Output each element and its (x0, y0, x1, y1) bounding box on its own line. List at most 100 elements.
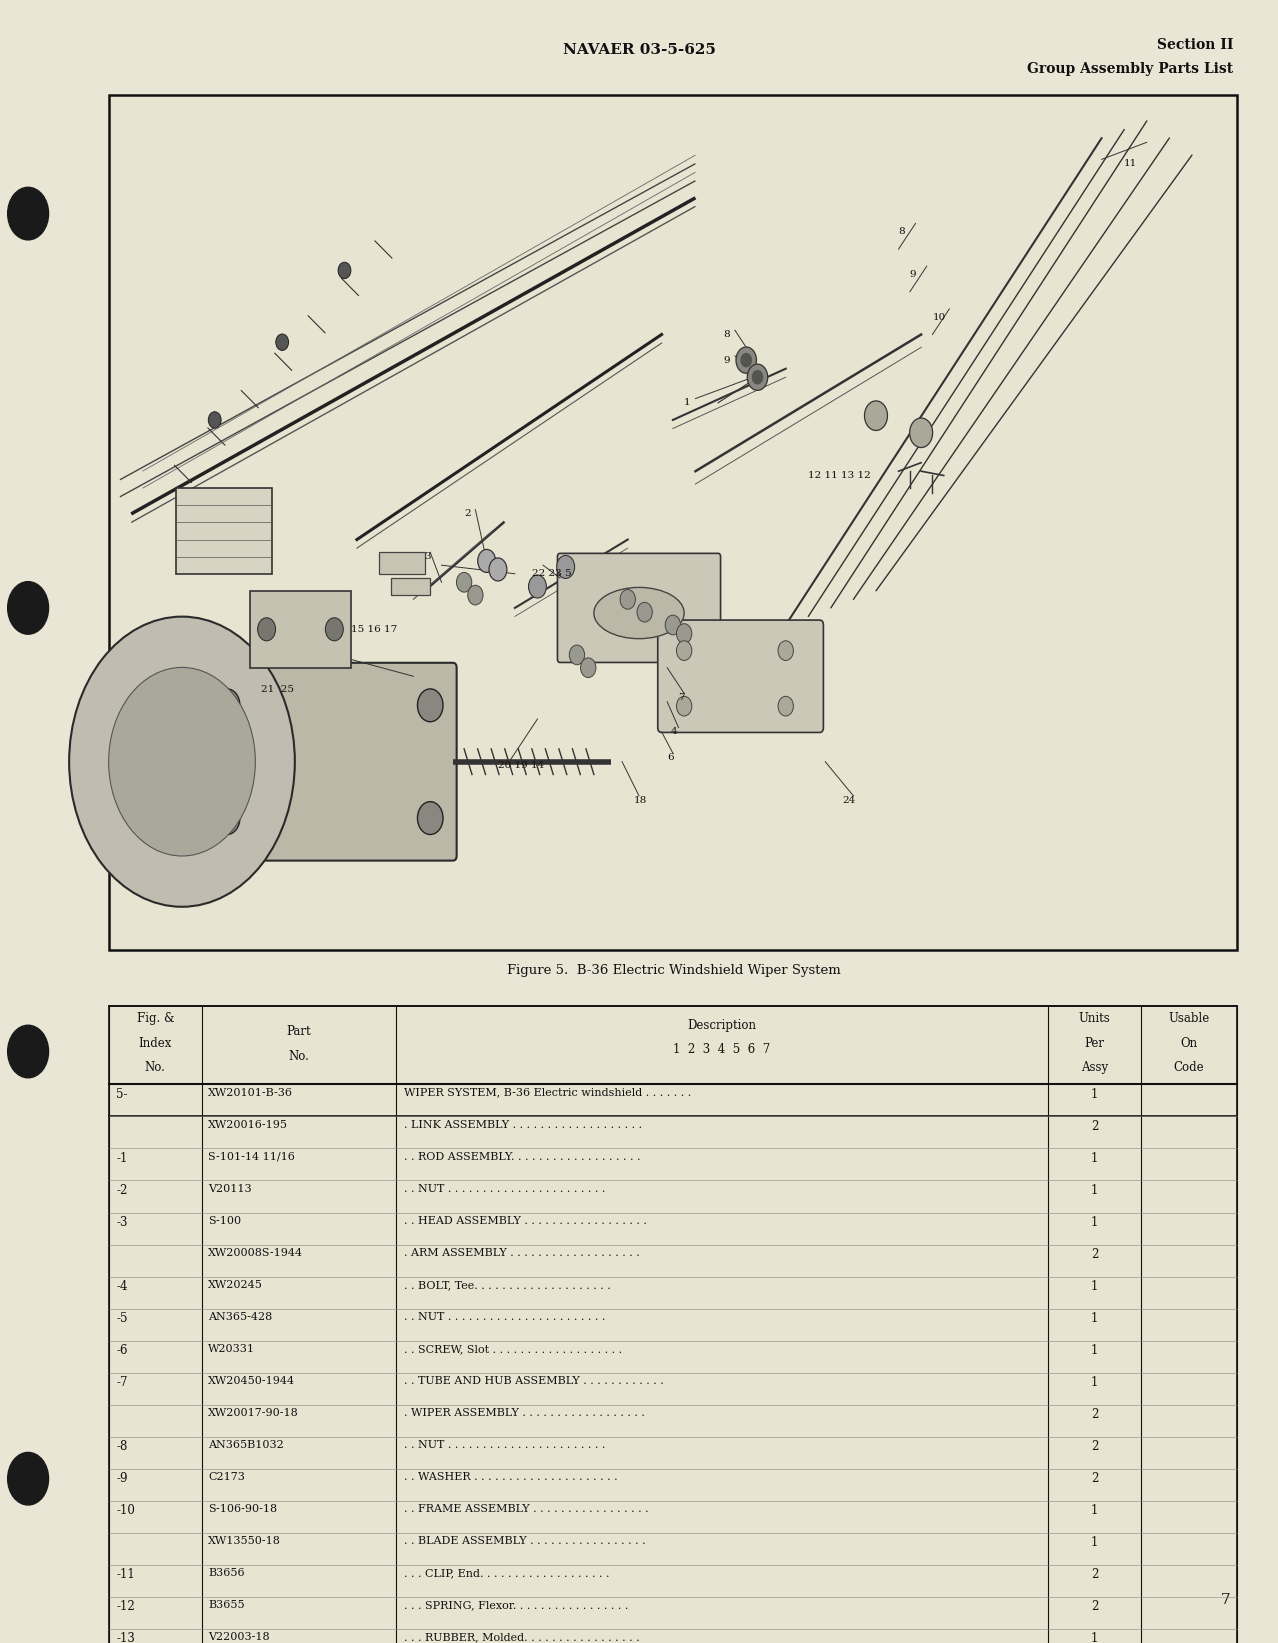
Text: 2: 2 (1091, 1439, 1098, 1452)
Text: -3: -3 (116, 1216, 128, 1229)
Circle shape (778, 697, 794, 716)
Text: 1: 1 (1091, 1152, 1098, 1165)
Text: 1: 1 (684, 398, 691, 407)
Circle shape (910, 417, 933, 447)
Circle shape (8, 582, 49, 634)
FancyBboxPatch shape (658, 619, 823, 733)
Text: . . WASHER . . . . . . . . . . . . . . . . . . . . .: . . WASHER . . . . . . . . . . . . . . .… (404, 1472, 617, 1482)
Circle shape (208, 412, 221, 429)
Text: Group Assembly Parts List: Group Assembly Parts List (1028, 62, 1233, 77)
Ellipse shape (594, 588, 684, 639)
Text: XW20017-90-18: XW20017-90-18 (208, 1408, 299, 1418)
Text: 8: 8 (723, 330, 730, 338)
Text: 1: 1 (1091, 1183, 1098, 1196)
Text: . . NUT . . . . . . . . . . . . . . . . . . . . . . .: . . NUT . . . . . . . . . . . . . . . . … (404, 1311, 606, 1323)
Circle shape (456, 572, 472, 591)
Bar (249, 591, 351, 667)
Text: 10: 10 (933, 312, 946, 322)
Text: 24: 24 (842, 795, 855, 805)
Circle shape (489, 559, 507, 582)
Text: 2: 2 (1091, 1600, 1098, 1613)
Circle shape (8, 187, 49, 240)
Text: XW20008S-1944: XW20008S-1944 (208, 1249, 303, 1259)
Text: WIPER SYSTEM, B-36 Electric windshield . . . . . . .: WIPER SYSTEM, B-36 Electric windshield .… (404, 1088, 691, 1098)
Text: . . TUBE AND HUB ASSEMBLY . . . . . . . . . . . .: . . TUBE AND HUB ASSEMBLY . . . . . . . … (404, 1375, 663, 1387)
Circle shape (258, 618, 276, 641)
FancyBboxPatch shape (201, 662, 456, 861)
Text: Units: Units (1079, 1012, 1111, 1025)
Text: 1: 1 (1091, 1311, 1098, 1324)
Circle shape (736, 347, 757, 373)
Text: Description: Description (688, 1019, 757, 1032)
Text: Part: Part (286, 1025, 312, 1038)
Text: 20 19 14: 20 19 14 (498, 761, 544, 771)
Text: . WIPER ASSEMBLY . . . . . . . . . . . . . . . . . .: . WIPER ASSEMBLY . . . . . . . . . . . .… (404, 1408, 644, 1418)
Circle shape (8, 1452, 49, 1505)
Text: 2: 2 (1091, 1408, 1098, 1421)
Text: . . HEAD ASSEMBLY . . . . . . . . . . . . . . . . . .: . . HEAD ASSEMBLY . . . . . . . . . . . … (404, 1216, 647, 1226)
Text: -2: -2 (116, 1183, 128, 1196)
Text: 1: 1 (1091, 1631, 1098, 1643)
Text: . . NUT . . . . . . . . . . . . . . . . . . . . . . .: . . NUT . . . . . . . . . . . . . . . . … (404, 1183, 606, 1194)
Text: 1: 1 (1091, 1344, 1098, 1357)
Text: . . NUT . . . . . . . . . . . . . . . . . . . . . . .: . . NUT . . . . . . . . . . . . . . . . … (404, 1439, 606, 1451)
Text: 1: 1 (1091, 1280, 1098, 1293)
Circle shape (215, 802, 240, 835)
Text: . . BLADE ASSEMBLY . . . . . . . . . . . . . . . . .: . . BLADE ASSEMBLY . . . . . . . . . . .… (404, 1536, 645, 1546)
Text: -7: -7 (116, 1375, 128, 1388)
Text: . ARM ASSEMBLY . . . . . . . . . . . . . . . . . . .: . ARM ASSEMBLY . . . . . . . . . . . . .… (404, 1249, 639, 1259)
Text: V22003-18: V22003-18 (208, 1631, 270, 1643)
Text: XW20016-195: XW20016-195 (208, 1121, 289, 1130)
Text: -13: -13 (116, 1631, 135, 1643)
Text: Fig. &: Fig. & (137, 1012, 174, 1025)
Text: 1: 1 (1091, 1088, 1098, 1101)
Circle shape (418, 802, 443, 835)
Circle shape (636, 603, 652, 623)
Bar (380, 552, 424, 573)
Text: XW20245: XW20245 (208, 1280, 263, 1290)
Text: . . . SPRING, Flexor. . . . . . . . . . . . . . . . .: . . . SPRING, Flexor. . . . . . . . . . … (404, 1600, 629, 1610)
Text: 3: 3 (424, 552, 431, 562)
Text: Usable: Usable (1168, 1012, 1210, 1025)
Text: 1: 1 (1091, 1536, 1098, 1549)
Circle shape (468, 585, 483, 605)
Text: S-100: S-100 (208, 1216, 242, 1226)
Text: . LINK ASSEMBLY . . . . . . . . . . . . . . . . . . .: . LINK ASSEMBLY . . . . . . . . . . . . … (404, 1121, 642, 1130)
Text: . . FRAME ASSEMBLY . . . . . . . . . . . . . . . . .: . . FRAME ASSEMBLY . . . . . . . . . . .… (404, 1505, 648, 1515)
Text: 18: 18 (634, 795, 647, 805)
Circle shape (748, 365, 768, 391)
Bar (176, 488, 272, 573)
Text: -10: -10 (116, 1505, 135, 1516)
Text: XW13550-18: XW13550-18 (208, 1536, 281, 1546)
Text: 7: 7 (679, 693, 685, 702)
Circle shape (339, 263, 351, 279)
Circle shape (326, 618, 344, 641)
Circle shape (778, 641, 794, 660)
Text: B3656: B3656 (208, 1567, 245, 1579)
Text: -8: -8 (116, 1439, 128, 1452)
Text: 1: 1 (1091, 1505, 1098, 1516)
Text: 1  2  3  4  5  6  7: 1 2 3 4 5 6 7 (674, 1043, 771, 1056)
Circle shape (276, 334, 289, 350)
Text: Per: Per (1085, 1037, 1104, 1050)
Circle shape (741, 353, 751, 366)
Text: 22 23 5: 22 23 5 (532, 568, 571, 578)
Text: 7: 7 (1220, 1592, 1231, 1607)
Text: . . ROD ASSEMBLY. . . . . . . . . . . . . . . . . . .: . . ROD ASSEMBLY. . . . . . . . . . . . … (404, 1152, 640, 1162)
Bar (109, 1006, 1237, 1643)
Text: 4: 4 (671, 728, 677, 736)
Text: NAVAER 03-5-625: NAVAER 03-5-625 (562, 43, 716, 58)
Circle shape (676, 624, 691, 644)
Text: 9: 9 (910, 269, 916, 279)
Text: On: On (1181, 1037, 1197, 1050)
Text: No.: No. (144, 1061, 166, 1075)
Text: -12: -12 (116, 1600, 135, 1613)
Text: 21  25: 21 25 (261, 685, 294, 693)
Circle shape (529, 575, 547, 598)
Circle shape (620, 590, 635, 610)
Text: 2: 2 (1091, 1249, 1098, 1260)
Circle shape (8, 1025, 49, 1078)
Text: AN365B1032: AN365B1032 (208, 1439, 284, 1451)
Text: XW20101-B-36: XW20101-B-36 (208, 1088, 294, 1098)
Text: 11: 11 (1125, 159, 1137, 168)
